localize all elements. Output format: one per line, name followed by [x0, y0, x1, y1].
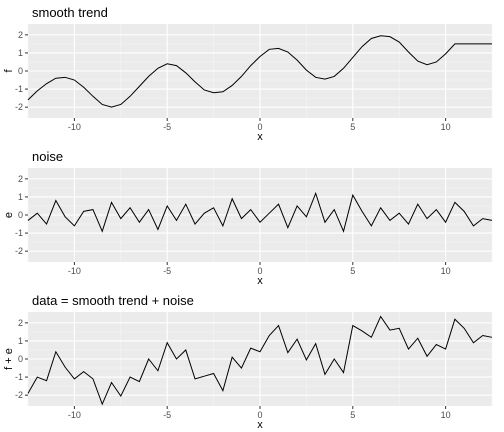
- y-tick-label: 1: [18, 192, 23, 202]
- y-tick-label: 0: [18, 210, 23, 220]
- y-tick-label: 0: [18, 354, 23, 364]
- x-tick-label: 0: [257, 266, 262, 276]
- series-line: [27, 191, 493, 233]
- y-tick-label: 2: [18, 174, 23, 184]
- x-tick-label: -5: [163, 122, 171, 132]
- x-tick-label: 5: [350, 122, 355, 132]
- panel-3: data = smooth trend + noise-10 -5 0 5 10-2-1…: [3, 293, 493, 431]
- y-tick-label: 1: [18, 48, 23, 58]
- y-tick-label: -2: [15, 102, 23, 112]
- panel-title: smooth trend: [32, 5, 108, 20]
- x-tick-label: 0: [257, 122, 262, 132]
- y-tick-label: -1: [15, 228, 23, 238]
- series-line: [27, 35, 492, 108]
- x-tick-label: 10: [441, 266, 451, 276]
- series-line: [27, 315, 493, 406]
- y-axis-label: f + e: [3, 348, 15, 370]
- y-tick-label: 2: [18, 30, 23, 40]
- x-tick-label: 10: [441, 122, 451, 132]
- x-tick-label: -10: [68, 410, 81, 420]
- y-tick-label: -1: [15, 372, 23, 382]
- panel-title: noise: [32, 149, 63, 164]
- x-axis-label: x: [257, 419, 263, 431]
- panel-title: data = smooth trend + noise: [32, 293, 194, 308]
- y-tick-label: 2: [18, 318, 23, 328]
- y-tick-label: -1: [15, 84, 23, 94]
- x-axis-label: x: [257, 131, 263, 143]
- x-tick-label: 5: [350, 266, 355, 276]
- x-tick-label: 0: [257, 410, 262, 420]
- x-tick-label: 10: [441, 410, 451, 420]
- x-tick-label: -10: [68, 266, 81, 276]
- x-axis-label: x: [257, 275, 263, 287]
- x-tick-label: 5: [350, 410, 355, 420]
- x-tick-label: -10: [68, 122, 81, 132]
- y-tick-label: 0: [18, 66, 23, 76]
- y-tick-label: -2: [15, 246, 23, 256]
- y-axis-label: f: [3, 69, 15, 73]
- y-tick-label: -2: [15, 390, 23, 400]
- x-tick-label: -5: [163, 410, 171, 420]
- y-axis-label: e: [3, 212, 15, 218]
- x-tick-label: -5: [163, 266, 171, 276]
- y-tick-label: 1: [18, 336, 23, 346]
